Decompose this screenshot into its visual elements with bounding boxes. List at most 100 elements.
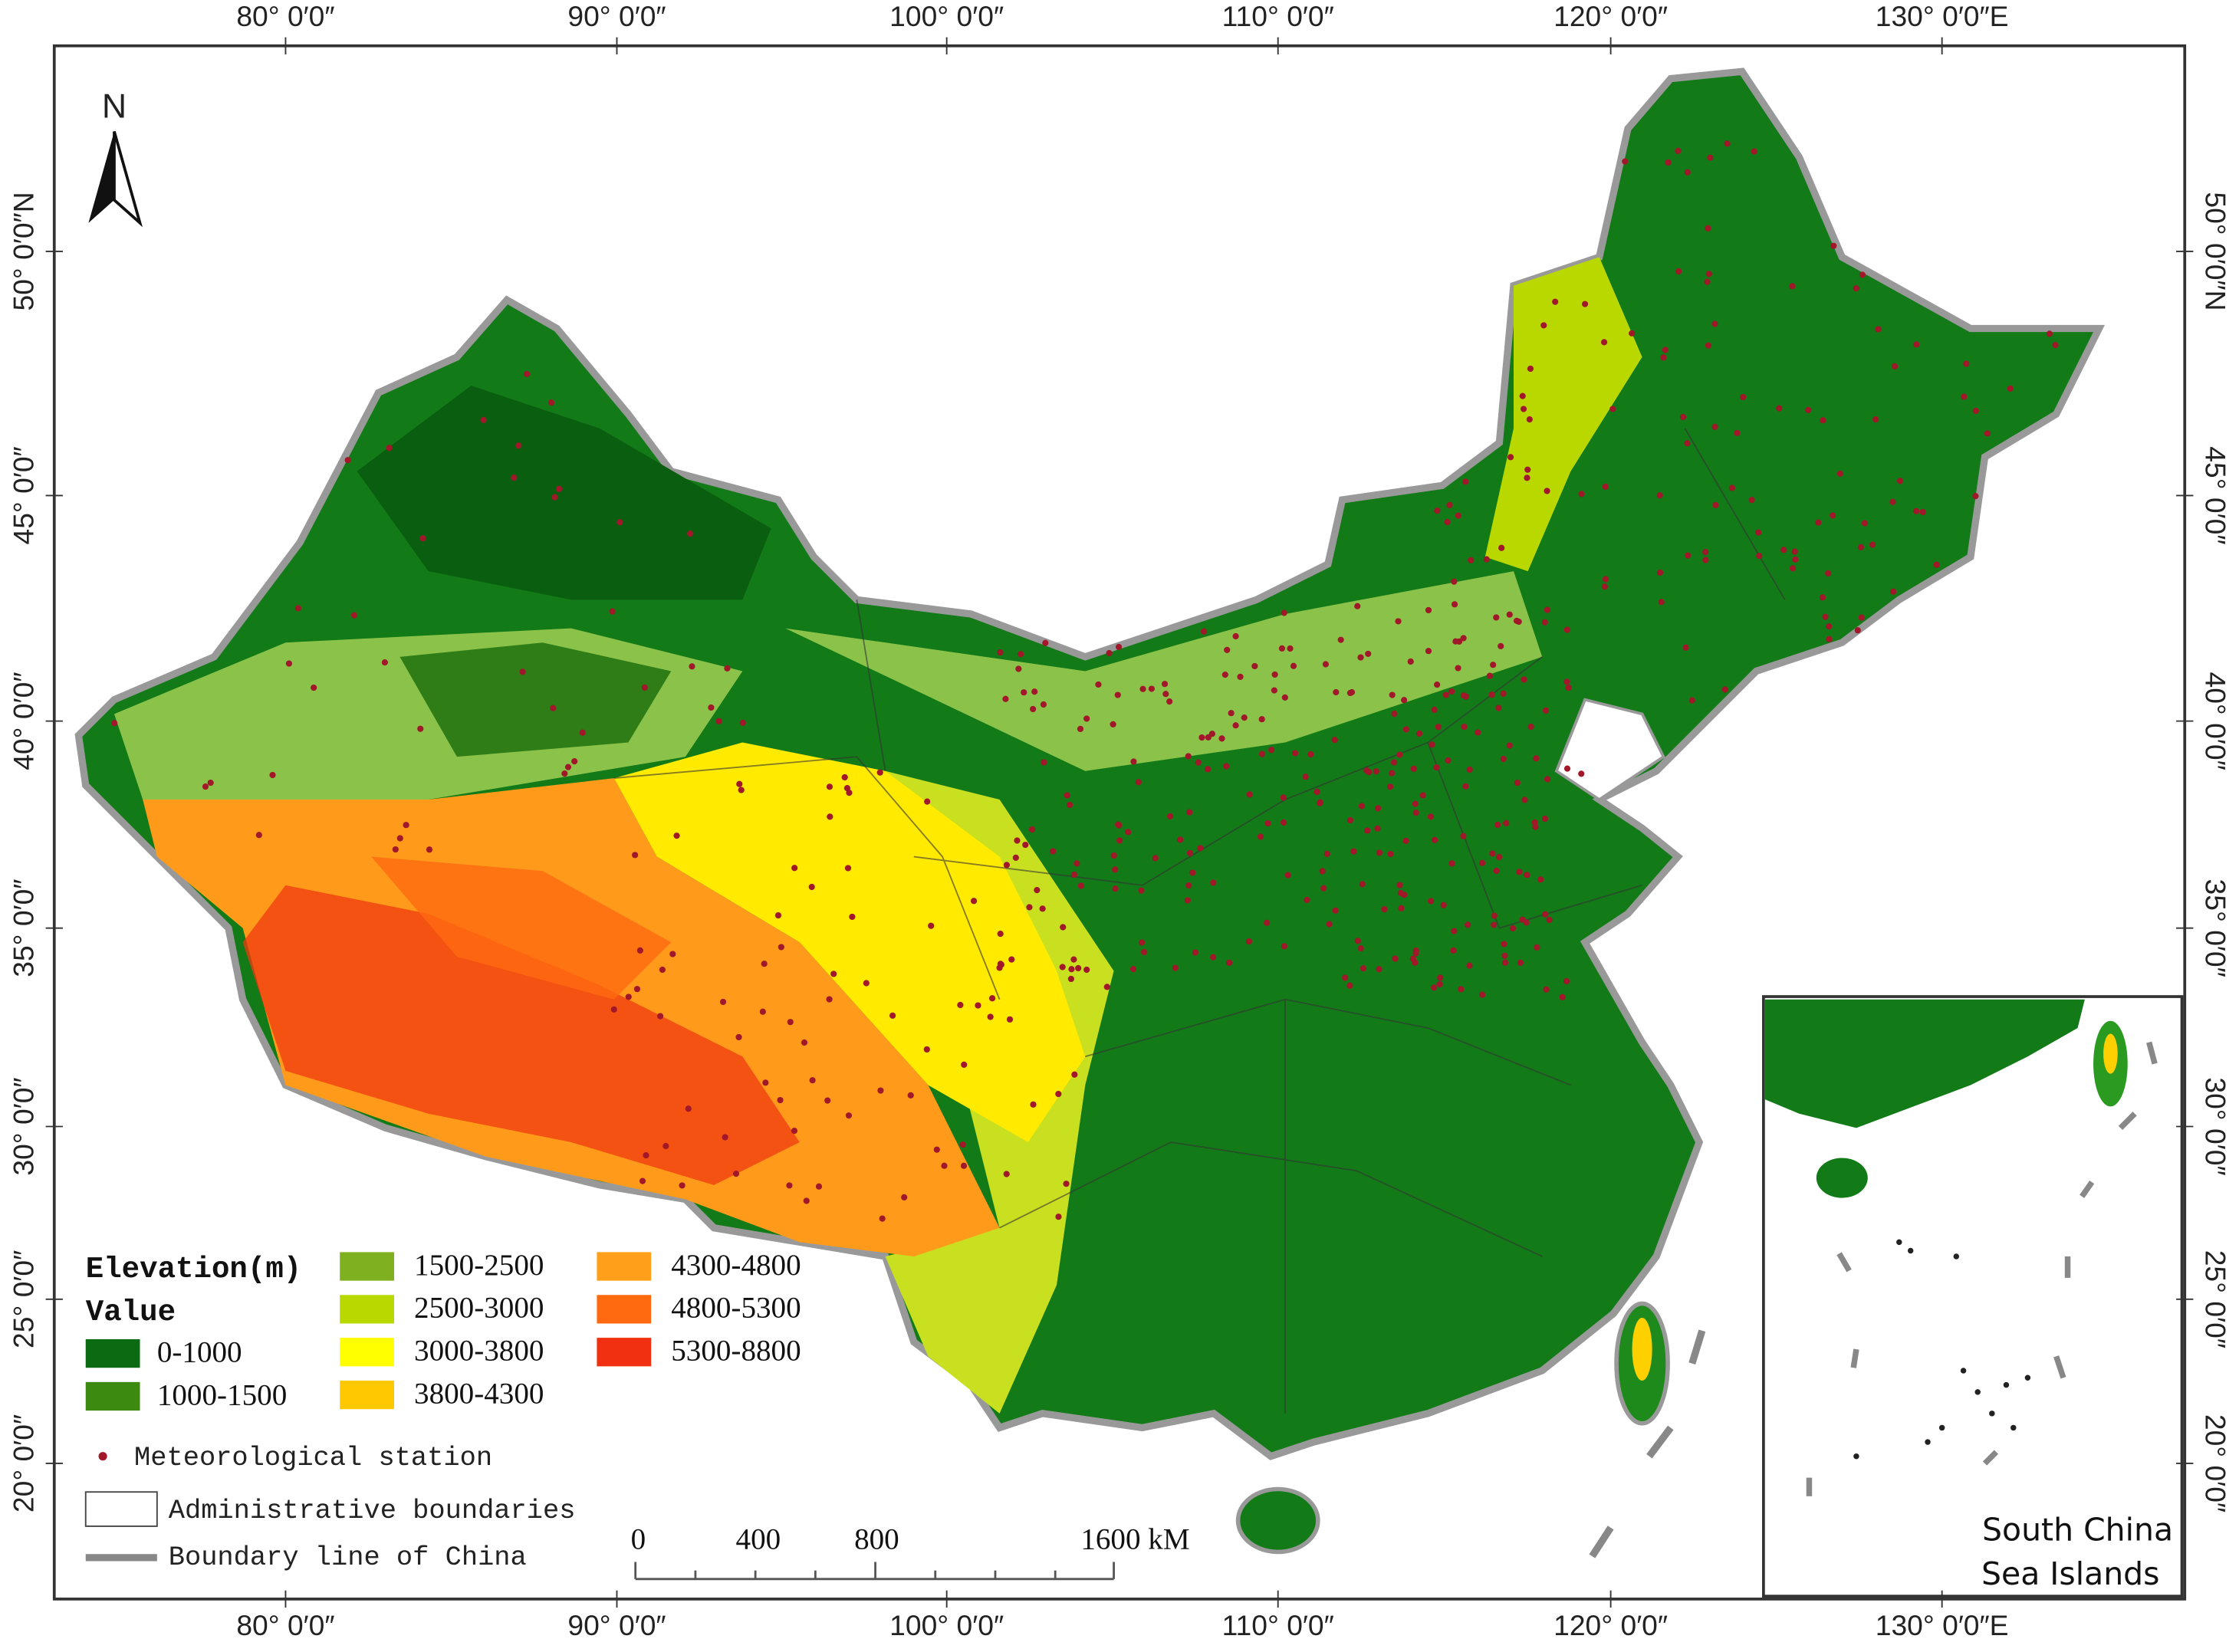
station-dot	[1740, 393, 1747, 401]
station-dot	[736, 780, 743, 787]
station-dot	[1534, 944, 1540, 951]
station-dot	[1014, 837, 1021, 844]
station-dot	[1166, 698, 1173, 705]
station-dot	[1218, 735, 1225, 742]
legend-label: 4800-5300	[671, 1292, 801, 1325]
station-dot	[1271, 687, 1277, 694]
station-dot	[1419, 792, 1426, 799]
station-dot	[1805, 406, 1812, 413]
station-dot	[1455, 638, 1463, 645]
station-dot	[1491, 921, 1498, 928]
station-dot	[826, 783, 833, 790]
station-dot	[1360, 965, 1367, 972]
station-dot	[1139, 685, 1146, 692]
station-dot	[1237, 673, 1244, 680]
station-dot	[1662, 346, 1669, 353]
station-dot	[1913, 341, 1920, 348]
station-dot	[1264, 819, 1271, 827]
station-dot	[1018, 651, 1024, 658]
station-dot	[1063, 1181, 1070, 1187]
station-dot	[1129, 966, 1137, 973]
station-dot	[1431, 706, 1438, 714]
station-dot	[1524, 872, 1530, 879]
station-dot	[1210, 879, 1217, 886]
station-dot	[1517, 959, 1524, 966]
station-dot	[1559, 993, 1566, 1000]
station-dot	[1519, 916, 1526, 923]
station-dot	[1434, 681, 1441, 688]
station-dot	[1600, 339, 1608, 346]
station-dot	[1376, 966, 1383, 973]
station-dot	[1461, 723, 1468, 731]
station-dot	[1402, 726, 1410, 733]
station-dot	[1395, 618, 1402, 625]
latitude-label: 40° 0′0″	[2200, 672, 2232, 770]
station-dot	[550, 704, 557, 711]
station-dot	[1751, 148, 1757, 155]
station-dot	[1712, 501, 1719, 508]
station-dot	[1854, 627, 1861, 634]
station-dot	[1112, 885, 1119, 892]
station-dot	[1448, 860, 1455, 867]
station-dot	[1412, 959, 1419, 966]
station-dot	[1519, 392, 1526, 399]
station-dot	[1026, 904, 1033, 911]
station-dot	[1755, 529, 1762, 536]
station-dot	[708, 704, 715, 711]
station-dot	[1326, 921, 1333, 928]
station-dot	[889, 1012, 896, 1019]
station-dot	[1460, 692, 1468, 699]
station-dot	[255, 832, 262, 839]
station-dot	[1307, 750, 1314, 758]
station-dot	[1284, 872, 1291, 879]
north-arrow: N	[88, 88, 143, 228]
station-dot	[1148, 685, 1155, 692]
station-dot	[609, 608, 616, 615]
station-dot	[1825, 570, 1832, 576]
station-dot	[1115, 821, 1122, 828]
station-dot	[1060, 924, 1067, 931]
station-dot	[1475, 729, 1481, 736]
station-dot	[1688, 697, 1695, 704]
station-dot	[1373, 768, 1379, 775]
station-dot	[846, 790, 853, 796]
station-dot	[417, 725, 424, 732]
station-dot	[1323, 850, 1330, 857]
station-dot	[1822, 613, 1829, 620]
station-dot	[1278, 645, 1286, 652]
station-dot	[1138, 939, 1146, 946]
station-dot	[561, 770, 568, 777]
station-dot	[1271, 671, 1278, 678]
station-dot	[928, 922, 935, 929]
station-dot	[1711, 423, 1718, 430]
latitude-label: 20° 0′0″	[7, 1414, 39, 1512]
station-dot	[1281, 609, 1287, 616]
station-dot	[879, 1215, 886, 1222]
station-dot	[633, 986, 641, 993]
station-dot	[1186, 809, 1193, 816]
station-dot	[1500, 690, 1507, 697]
station-dot	[876, 769, 883, 776]
station-dot	[1387, 850, 1394, 858]
station-dot	[1890, 588, 1897, 595]
station-dot	[207, 779, 214, 787]
legend-label: 0-1000	[157, 1335, 242, 1368]
station-dot	[564, 764, 572, 770]
station-dot	[1041, 759, 1047, 766]
station-dot	[639, 1177, 646, 1184]
station-dot	[941, 1162, 948, 1169]
station-dot	[1748, 497, 1755, 504]
station-dot	[679, 1182, 686, 1189]
station-dot	[1106, 649, 1113, 657]
station-dot	[1543, 986, 1550, 993]
station-dot	[1376, 849, 1383, 856]
station-dot	[1354, 603, 1361, 609]
station-dot	[1071, 1071, 1078, 1078]
station-dot	[1826, 623, 1833, 630]
station-dot	[1070, 956, 1077, 963]
station-dot	[1396, 882, 1403, 888]
station-dot	[1432, 836, 1438, 843]
station-dot	[1381, 905, 1388, 913]
station-dot	[719, 998, 727, 1006]
